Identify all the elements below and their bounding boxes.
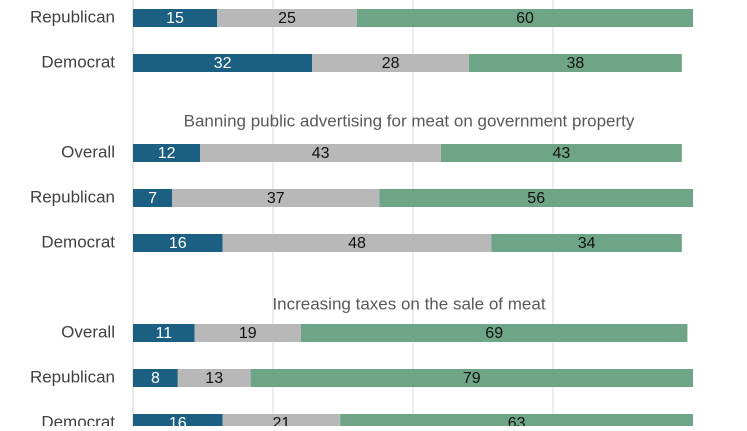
bar-segment	[177, 369, 251, 387]
bar-segment	[133, 369, 178, 387]
data-label: 60	[516, 10, 534, 27]
group-title: Increasing taxes on the sale of meat	[272, 294, 545, 313]
data-label: 8	[151, 370, 160, 387]
data-label: 19	[239, 325, 257, 342]
bar-segment	[133, 324, 195, 342]
row-label: Republican	[30, 367, 115, 386]
bar-segment	[200, 144, 441, 162]
bar-segment	[301, 324, 688, 342]
bar-segment	[133, 54, 313, 72]
bar-segment	[491, 234, 682, 252]
data-label: 43	[553, 145, 571, 162]
bar-segment	[312, 54, 469, 72]
data-label: 37	[267, 190, 285, 207]
row-label: Democrat	[41, 412, 115, 426]
bar-segment	[133, 189, 173, 207]
data-label: 32	[214, 55, 232, 72]
bar-segment	[222, 234, 492, 252]
data-label: 34	[578, 235, 596, 252]
data-label: 38	[567, 55, 585, 72]
data-label: 63	[508, 415, 526, 426]
data-label: 15	[166, 10, 184, 27]
bar-segment	[217, 9, 357, 27]
bar-segment	[469, 54, 682, 72]
data-label: 28	[382, 55, 400, 72]
bar-segment	[379, 189, 693, 207]
data-label: 69	[485, 325, 503, 342]
data-label: 13	[205, 370, 223, 387]
bar-segment	[441, 144, 682, 162]
data-label: 12	[158, 145, 176, 162]
row-label: Republican	[30, 187, 115, 206]
bar-segment	[133, 234, 223, 252]
row-label: Democrat	[41, 52, 115, 71]
data-label: 56	[527, 190, 545, 207]
data-label: 48	[348, 235, 366, 252]
data-label: 43	[312, 145, 330, 162]
row-label: Republican	[30, 7, 115, 26]
bar-segment	[194, 324, 301, 342]
bar-segment	[172, 189, 380, 207]
row-label: Overall	[61, 142, 115, 161]
data-label: 16	[169, 235, 187, 252]
data-label: 25	[278, 10, 296, 27]
data-label: 16	[169, 415, 187, 426]
data-label: 79	[463, 370, 481, 387]
data-label: 11	[155, 325, 172, 342]
group-title: Banning public advertising for meat on g…	[184, 111, 635, 130]
data-label: 7	[148, 190, 157, 207]
row-label: Overall	[61, 322, 115, 341]
bar-segment	[133, 144, 201, 162]
bar-segment	[250, 369, 693, 387]
data-label: 21	[273, 415, 291, 426]
bar-segment	[133, 9, 217, 27]
row-label: Democrat	[41, 232, 115, 251]
bar-segment	[357, 9, 693, 27]
